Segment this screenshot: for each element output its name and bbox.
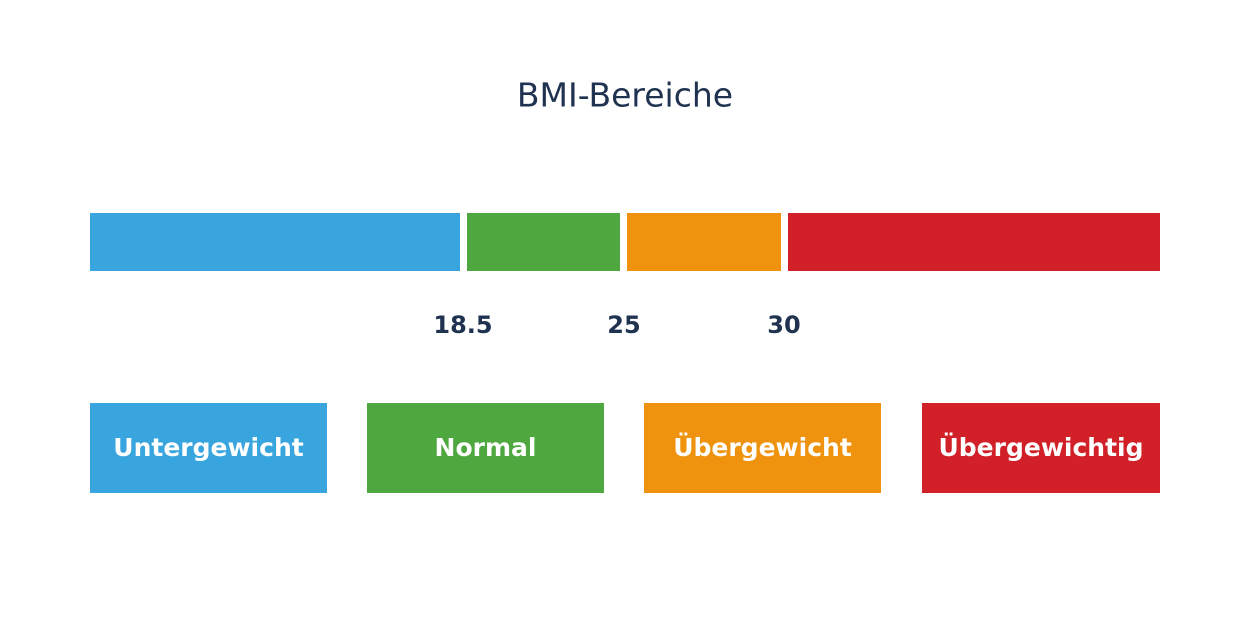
category-box: [922, 403, 1160, 493]
category-box: [90, 403, 327, 493]
category-label: Übergewichtig: [938, 432, 1143, 462]
threshold-label: 25: [607, 311, 640, 339]
title: BMI-Bereiche: [517, 76, 733, 115]
range-segment: [788, 213, 1160, 271]
category-label: Untergewicht: [113, 433, 303, 462]
range-segment: [467, 213, 620, 271]
range-segment: [90, 213, 460, 271]
category-label: Normal: [435, 433, 537, 462]
threshold-label: 18.5: [433, 311, 492, 339]
range-segment: [627, 213, 781, 271]
category-box: [644, 403, 881, 493]
category-label: Übergewicht: [673, 432, 852, 462]
threshold-label: 30: [767, 311, 800, 339]
category-box: [367, 403, 604, 493]
